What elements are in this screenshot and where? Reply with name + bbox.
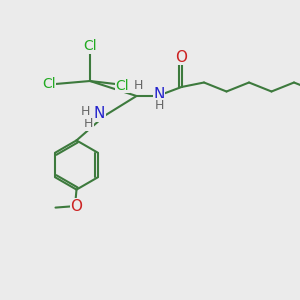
Text: H: H xyxy=(81,105,90,119)
Text: N: N xyxy=(153,87,165,102)
Text: H: H xyxy=(84,117,93,130)
Text: H: H xyxy=(155,99,165,112)
Text: Cl: Cl xyxy=(42,77,56,91)
Text: Cl: Cl xyxy=(115,79,129,92)
Text: H: H xyxy=(133,79,143,92)
Text: O: O xyxy=(176,50,188,64)
Text: Cl: Cl xyxy=(83,39,97,53)
Text: N: N xyxy=(94,106,105,121)
Text: O: O xyxy=(70,199,83,214)
